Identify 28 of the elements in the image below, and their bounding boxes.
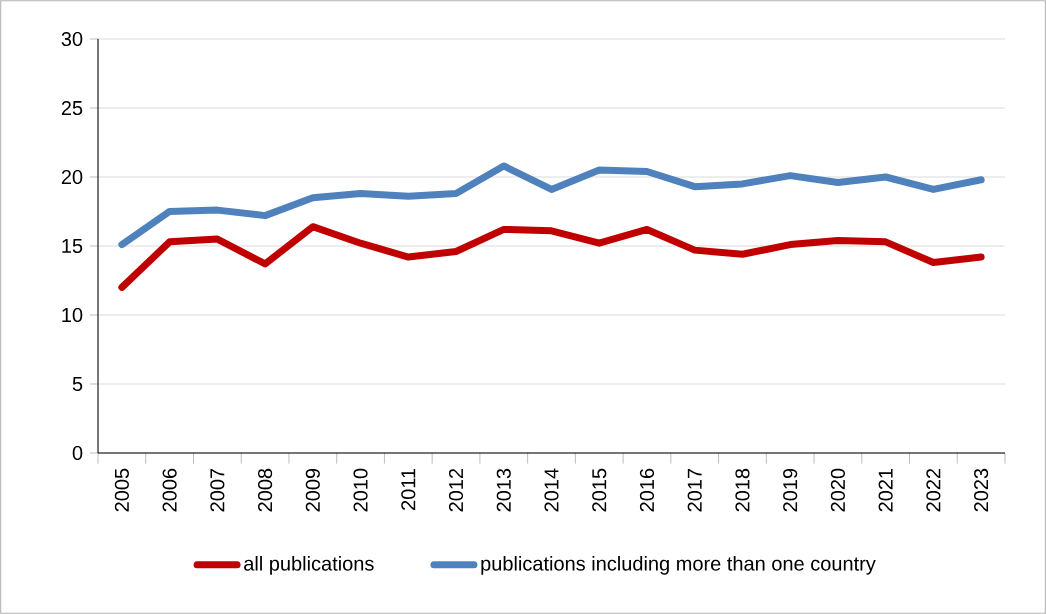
y-tick-label: 20 — [61, 169, 83, 185]
x-tick-label: 2006 — [162, 468, 177, 512]
y-tick-label: 25 — [61, 100, 83, 116]
legend-label: publications including more than one country — [481, 556, 876, 575]
x-tick-label: 2014 — [544, 468, 559, 512]
x-tick-label: 2010 — [353, 468, 368, 512]
x-tick-label: 2008 — [258, 468, 273, 512]
x-tick-label: 2022 — [926, 468, 941, 512]
x-tick-label: 2023 — [974, 468, 989, 512]
x-tick-label: 2016 — [639, 468, 655, 512]
y-tick-label: 10 — [62, 307, 83, 323]
x-tick-label: 2019 — [783, 468, 798, 512]
y-tick-label: 15 — [62, 239, 83, 253]
y-tick-label: 0 — [72, 445, 83, 461]
x-tick-label: 2012 — [448, 468, 464, 512]
legend-label: all publications — [244, 556, 374, 575]
x-tick-label: 2005 — [114, 468, 129, 512]
x-tick-label: 2018 — [735, 468, 750, 512]
x-tick-label: 2015 — [592, 468, 607, 512]
x-tick-label: 2021 — [878, 468, 893, 512]
x-tick-label: 2020 — [830, 468, 845, 512]
x-tick-label: 2017 — [687, 468, 702, 512]
x-tick-label: 2007 — [210, 468, 225, 512]
y-tick-label: 30 — [61, 31, 83, 47]
y-tick-label: 5 — [72, 377, 83, 391]
x-tick-label: 2009 — [305, 468, 320, 512]
x-tick-label: 2013 — [496, 468, 511, 512]
x-tick-label: 2011 — [401, 468, 416, 510]
